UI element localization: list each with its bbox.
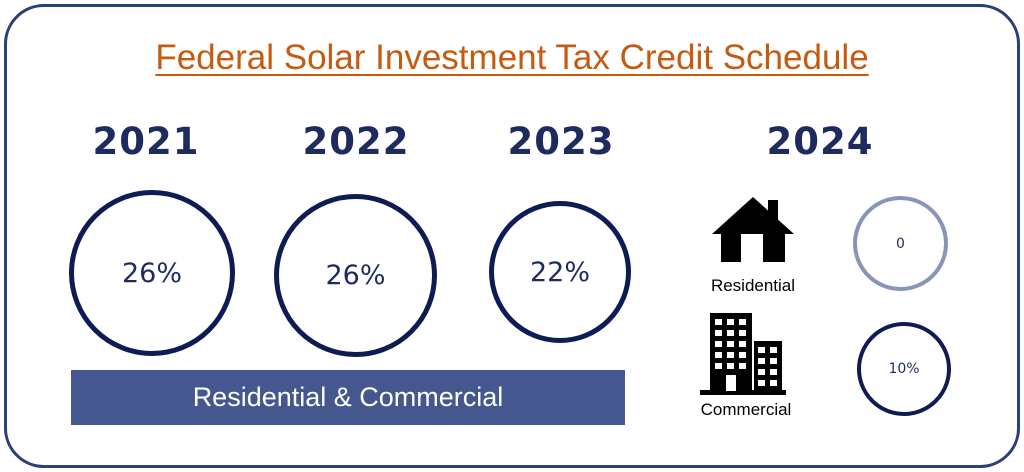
residential-commercial-banner: Residential & Commercial [71,370,625,425]
rate-value-2021: 26% [121,257,182,289]
rate-circle-2024-residential: 0 [853,196,948,291]
office-building-icon [700,313,786,395]
year-heading-2022: 2022 [302,120,410,163]
year-heading-2024: 2024 [766,120,874,163]
rate-circle-2021: 26% [69,190,235,356]
rate-circle-2024-commercial: 10% [857,322,951,416]
rate-circle-2023: 22% [489,201,631,343]
year-heading-2023: 2023 [507,120,615,163]
rate-value-2022: 26% [325,260,386,291]
rate-value-2024-residential: 0 [896,235,905,252]
rate-value-2023: 22% [529,256,590,288]
rate-circle-2022: 26% [274,194,437,357]
commercial-label: Commercial [700,400,792,419]
year-heading-2021: 2021 [92,120,200,163]
banner-label: Residential & Commercial [192,382,504,412]
rate-value-2024-commercial: 10% [888,361,920,377]
house-icon [712,197,794,262]
page-title: Federal Solar Investment Tax Credit Sche… [155,38,869,77]
residential-label: Residential [710,276,796,295]
